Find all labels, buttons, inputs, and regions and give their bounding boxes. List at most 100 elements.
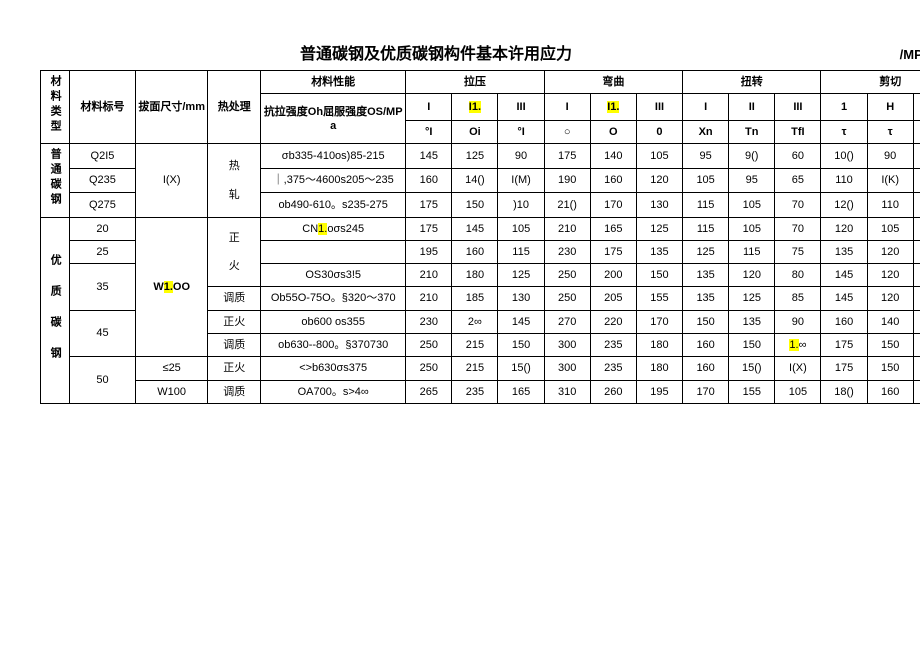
table-row: W100调质OA700。s>4∞265235165310260195170155… (41, 380, 920, 403)
size-cell: W100 (135, 380, 208, 403)
value-cell: 105 (683, 168, 729, 192)
value-cell: 125 (452, 144, 498, 168)
value-cell: 160 (406, 168, 452, 192)
value-cell: 175 (590, 240, 636, 263)
value-cell: 14() (452, 168, 498, 192)
hdr-sub1: III (498, 94, 544, 121)
value-cell: 195 (636, 380, 682, 403)
value-cell: 70 (775, 217, 821, 240)
value-cell: 165 (590, 217, 636, 240)
value-cell: 160 (452, 240, 498, 263)
value-cell: 150 (498, 334, 544, 357)
value-cell: 10() (821, 144, 867, 168)
value-cell: 90 (867, 144, 913, 168)
value-cell: 170 (590, 193, 636, 217)
value-cell: 120 (729, 264, 775, 287)
heat-cell: 调质 (208, 380, 261, 403)
hdr-sub1: III (913, 94, 920, 121)
value-cell: 105 (867, 217, 913, 240)
value-cell: 105 (636, 144, 682, 168)
value-cell: 160 (821, 310, 867, 333)
unit-label: /MPa (900, 47, 920, 62)
value-cell: 120 (867, 264, 913, 287)
value-cell: 300 (544, 357, 590, 380)
hdr-sub2: Xn (683, 121, 729, 144)
value-cell: 95 (729, 168, 775, 192)
value-cell: 260 (590, 380, 636, 403)
heat-cell: 热轧 (208, 144, 261, 217)
value-cell: 65 (775, 168, 821, 192)
value-cell: 230 (544, 240, 590, 263)
value-cell: 85 (913, 287, 920, 310)
value-cell: 145 (406, 144, 452, 168)
table-row: 普通碳钢Q2I5I(X)热轧σb335-410os)85-21514512590… (41, 144, 920, 168)
value-cell: 110 (821, 168, 867, 192)
value-cell: 75 (775, 240, 821, 263)
grade-cell: 35 (70, 264, 136, 311)
prop-cell: <>b630σs375 (261, 357, 406, 380)
value-cell: 210 (544, 217, 590, 240)
grade-cell: Q235 (70, 168, 136, 192)
grade-cell: 50 (70, 357, 136, 404)
value-cell: 105 (498, 217, 544, 240)
prop-cell: OS30σs3!5 (261, 264, 406, 287)
value-cell: 70 (775, 193, 821, 217)
value-cell: 235 (452, 380, 498, 403)
hdr-heat: 热处理 (208, 71, 261, 144)
value-cell: 135 (683, 287, 729, 310)
value-cell: 115 (683, 193, 729, 217)
value-cell: 160 (683, 357, 729, 380)
value-cell: 150 (729, 334, 775, 357)
value-cell: 85 (913, 264, 920, 287)
title-row: 普通碳钢及优质碳钢构件基本许用应力 /MPa (40, 40, 920, 64)
grade-cell: 25 (70, 240, 136, 263)
value-cell: )10 (498, 193, 544, 217)
value-cell: 215 (452, 357, 498, 380)
value-cell: 2∞ (452, 310, 498, 333)
table-body: 普通碳钢Q2I5I(X)热轧σb335-410os)85-21514512590… (41, 144, 920, 404)
value-cell: 175 (821, 357, 867, 380)
value-cell: 140 (590, 144, 636, 168)
hdr-sub2: τ (867, 121, 913, 144)
value-cell: 175 (821, 334, 867, 357)
value-cell: 160 (590, 168, 636, 192)
heat-cell: 正火 (208, 310, 261, 333)
value-cell: I(M) (498, 168, 544, 192)
page-title: 普通碳钢及优质碳钢构件基本许用应力 (300, 40, 572, 64)
value-cell: 90 (498, 144, 544, 168)
hdr-sub2: O (590, 121, 636, 144)
hdr-type: 材料类型 (41, 71, 70, 144)
value-cell: 235 (590, 357, 636, 380)
category-cell: 普通碳钢 (41, 144, 70, 217)
value-cell: 115 (729, 240, 775, 263)
value-cell: 165 (498, 380, 544, 403)
hdr-sub1: III (636, 94, 682, 121)
value-cell: 9() (729, 144, 775, 168)
value-cell: 250 (406, 357, 452, 380)
prop-cell: ob630--800。§370730 (261, 334, 406, 357)
hdr-sub1: I1. (590, 94, 636, 121)
value-cell: 105 (729, 217, 775, 240)
value-cell: 120 (867, 287, 913, 310)
hdr-group: 弯曲 (544, 71, 682, 94)
prop-cell: ｜,375〜4600s205〜235 (261, 168, 406, 192)
value-cell: 250 (544, 264, 590, 287)
size-cell: ≤25 (135, 357, 208, 380)
value-cell: I(X) (775, 357, 821, 380)
value-cell: 155 (636, 287, 682, 310)
hdr-grade: 材料标号 (70, 71, 136, 144)
value-cell: 60 (775, 144, 821, 168)
value-cell: 120 (636, 168, 682, 192)
prop-cell: Ob55O-75O。§320〜370 (261, 287, 406, 310)
prop-cell: ob490-610。s235-275 (261, 193, 406, 217)
value-cell: 190 (544, 168, 590, 192)
value-cell: 205 (590, 287, 636, 310)
value-cell: 250 (406, 334, 452, 357)
value-cell: 120 (867, 240, 913, 263)
value-cell: I(X) (913, 357, 920, 380)
value-cell: 145 (821, 264, 867, 287)
steel-table: 材料类型 材料标号 拔面尺寸/mm 热处理 材料性能 拉压 弯曲 扭转 剪切 抗… (40, 70, 920, 404)
value-cell: 175 (406, 217, 452, 240)
value-cell: 100 (913, 334, 920, 357)
heat-cell: 调质 (208, 334, 261, 357)
